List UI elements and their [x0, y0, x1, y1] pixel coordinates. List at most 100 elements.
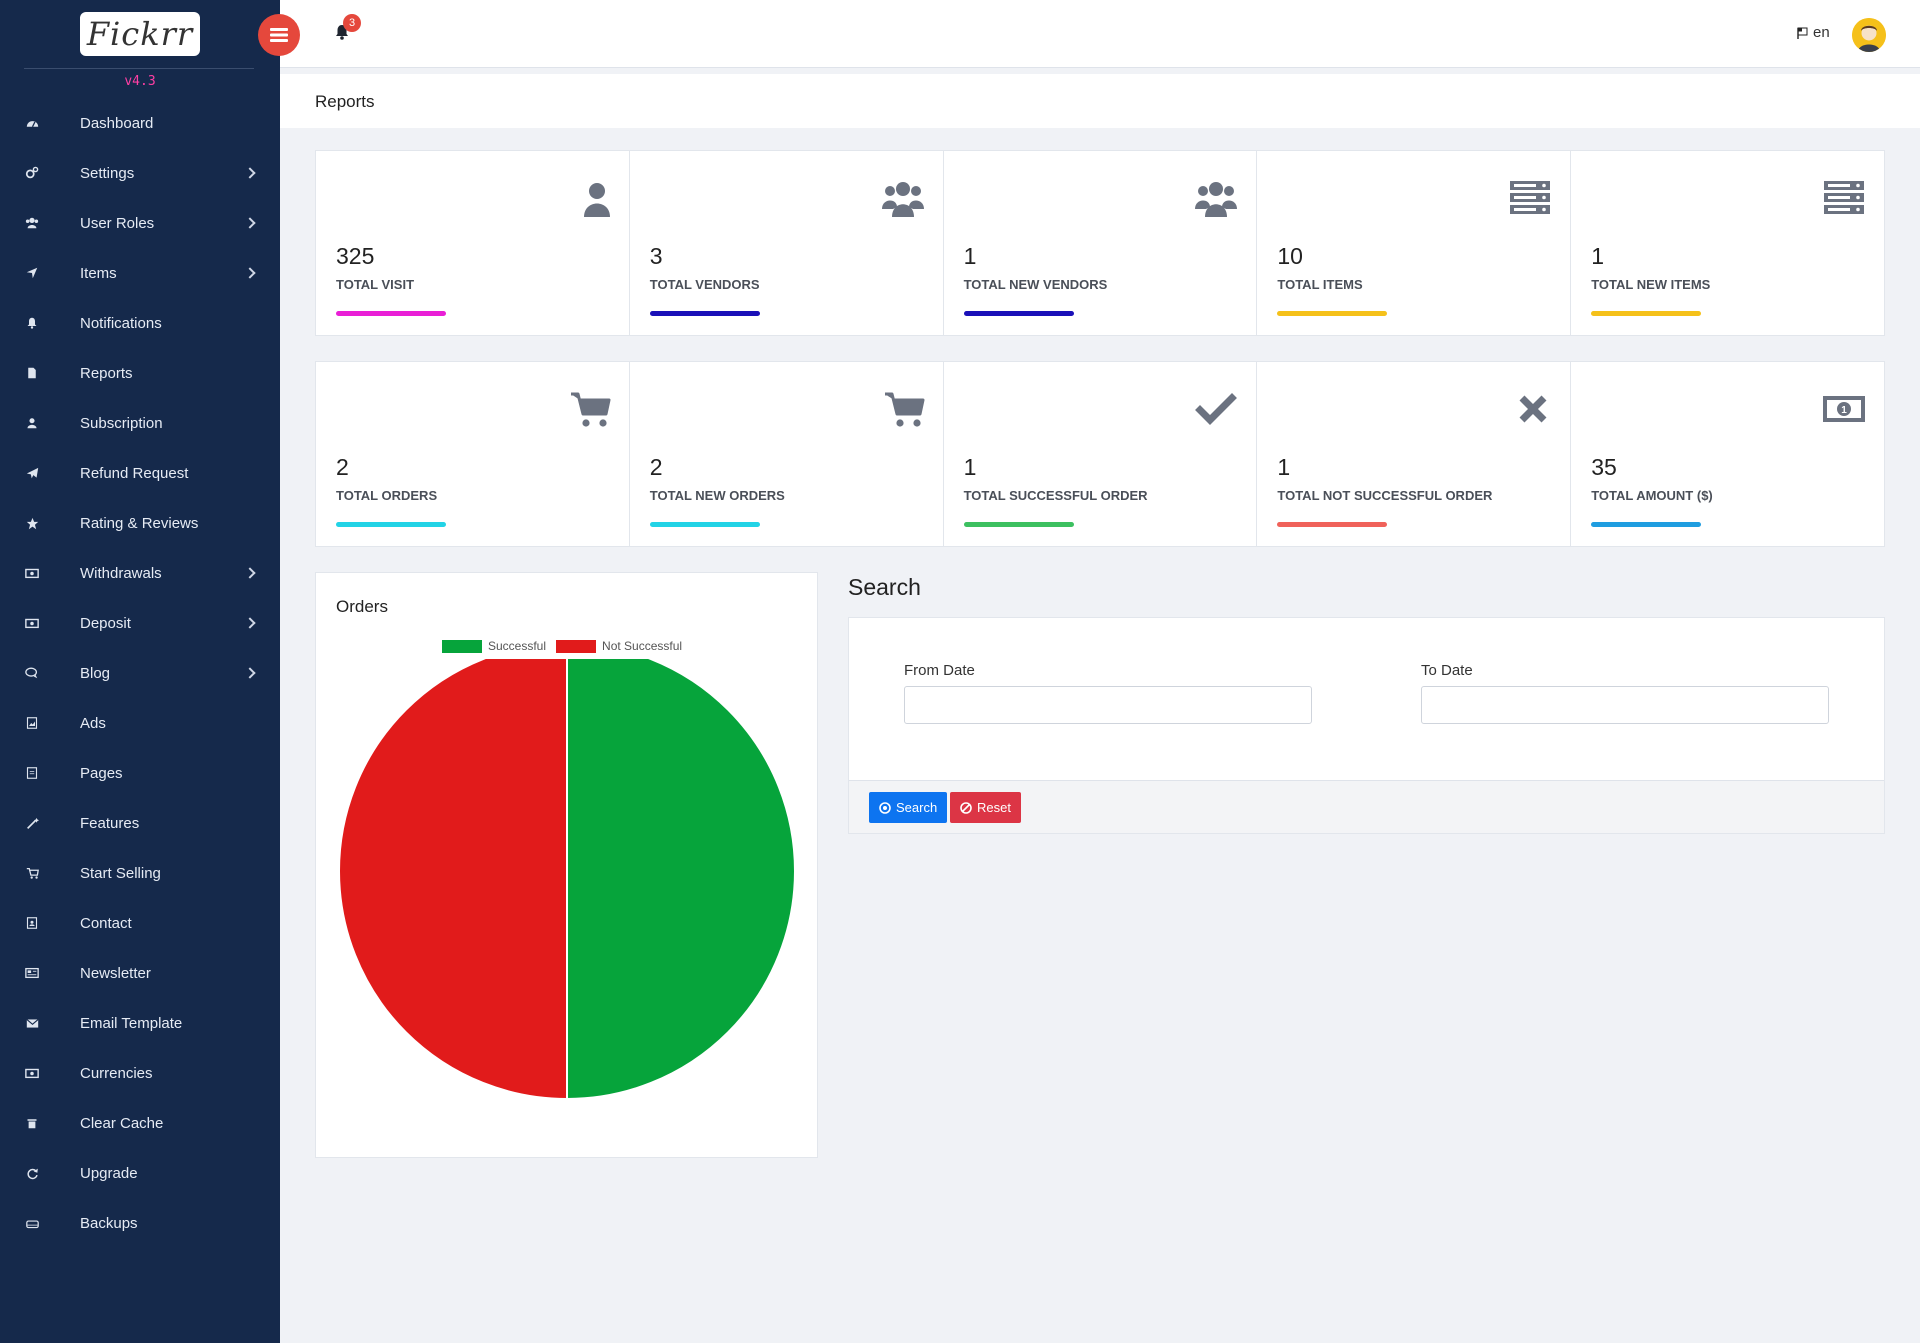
- stat-accent-bar: [1591, 311, 1702, 316]
- sidebar-item-label: Contact: [80, 914, 132, 932]
- search-button-label: Search: [896, 800, 938, 815]
- stat-label: TOTAL ORDERS: [336, 488, 438, 503]
- chevron-right-icon: [244, 617, 256, 629]
- svg-text:1: 1: [1841, 405, 1847, 416]
- stats-row-orders: 2 TOTAL ORDERS 2 TOTAL NEW ORDERS 1 TOTAL SUC…: [315, 361, 1885, 547]
- stat-label: TOTAL NEW VENDORS: [963, 277, 1108, 292]
- search-form: From Date To Date Search Reset: [848, 617, 1885, 834]
- sidebar-item-upgrade[interactable]: Upgrade: [0, 1148, 280, 1198]
- users-icon: [881, 179, 925, 219]
- sidebar-item-label: Withdrawals: [80, 564, 162, 582]
- stat-value: 10: [1277, 243, 1303, 269]
- cart-icon: [881, 390, 925, 430]
- sidebar-item-rating-reviews[interactable]: Rating & Reviews: [0, 498, 280, 548]
- star-icon: [24, 515, 40, 531]
- stat-value: 2: [336, 454, 349, 480]
- pie-slice-not-successful[interactable]: [338, 659, 568, 1101]
- sidebar-item-backups[interactable]: Backups: [0, 1198, 280, 1248]
- legend-item[interactable]: Successful: [442, 639, 546, 653]
- stat-accent-bar: [963, 311, 1074, 316]
- sidebar-item-dashboard[interactable]: Dashboard: [0, 98, 280, 148]
- search-button[interactable]: Search: [869, 792, 948, 823]
- sidebar: Fickrr v4.3 Dashboard Settings User Roles I…: [0, 0, 280, 1343]
- sidebar-item-refund-request[interactable]: Refund Request: [0, 448, 280, 498]
- sidebar-item-label: Blog: [80, 664, 111, 682]
- legend-swatch: [442, 639, 482, 653]
- sidebar-item-start-selling[interactable]: Start Selling: [0, 848, 280, 898]
- from-date-input[interactable]: [904, 686, 1312, 724]
- dashboard-icon: [24, 115, 40, 131]
- address-book-icon: [24, 915, 40, 931]
- sidebar-item-contact[interactable]: Contact: [0, 898, 280, 948]
- sidebar-item-features[interactable]: Features: [0, 798, 280, 848]
- close-icon: [1508, 390, 1552, 430]
- search-form-footer: Search Reset: [849, 780, 1884, 833]
- check-icon: [1194, 390, 1238, 430]
- sidebar-item-pages[interactable]: Pages: [0, 748, 280, 798]
- sidebar-item-ads[interactable]: Ads: [0, 698, 280, 748]
- page-icon: [24, 765, 40, 781]
- sidebar-item-label: Upgrade: [80, 1164, 138, 1182]
- sidebar-item-withdrawals[interactable]: Withdrawals: [0, 548, 280, 598]
- sidebar-item-label: Start Selling: [80, 864, 161, 882]
- menu-toggle-button[interactable]: [258, 14, 300, 56]
- legend-item[interactable]: Not Successful: [556, 639, 682, 653]
- stat-card: 325 TOTAL VISIT: [316, 151, 630, 335]
- sidebar-item-blog[interactable]: Blog: [0, 648, 280, 698]
- cogs-icon: [24, 165, 40, 181]
- sidebar-item-deposit[interactable]: Deposit: [0, 598, 280, 648]
- server-icon: [1508, 179, 1552, 219]
- sidebar-item-settings[interactable]: Settings: [0, 148, 280, 198]
- sidebar-item-email-template[interactable]: Email Template: [0, 998, 280, 1048]
- chart-legend: Successful Not Successful: [442, 639, 692, 653]
- sidebar-item-label: Ads: [80, 714, 106, 732]
- stat-card: 2 TOTAL ORDERS: [316, 362, 630, 546]
- comments-icon: [24, 665, 40, 681]
- magic-icon: [24, 815, 40, 831]
- stat-label: TOTAL VISIT: [336, 277, 415, 292]
- sidebar-item-label: Pages: [80, 764, 123, 782]
- sidebar-item-label: Backups: [80, 1214, 138, 1232]
- reset-button-label: Reset: [977, 800, 1011, 815]
- newspaper-icon: [24, 965, 40, 981]
- orders-chart-title: Orders: [336, 597, 388, 616]
- sidebar-item-label: Rating & Reviews: [80, 514, 199, 532]
- stat-label: TOTAL NEW ITEMS: [1591, 277, 1711, 292]
- sidebar-item-currencies[interactable]: Currencies: [0, 1048, 280, 1098]
- language-selector[interactable]: en: [1797, 24, 1830, 41]
- user-avatar[interactable]: [1852, 18, 1886, 52]
- to-date-input[interactable]: [1421, 686, 1829, 724]
- cart-icon: [567, 390, 611, 430]
- user-icon: [24, 415, 40, 431]
- sidebar-item-clear-cache[interactable]: Clear Cache: [0, 1098, 280, 1148]
- search-section-title: Search: [848, 574, 921, 600]
- stat-value: 3: [649, 243, 663, 269]
- refresh-icon: [24, 1165, 40, 1181]
- chevron-right-icon: [244, 667, 256, 679]
- sidebar-item-label: Settings: [80, 164, 135, 182]
- stat-card: 2 TOTAL NEW ORDERS: [630, 362, 944, 546]
- money-icon: [24, 1065, 40, 1081]
- chevron-right-icon: [244, 267, 256, 279]
- sidebar-item-user-roles[interactable]: User Roles: [0, 198, 280, 248]
- stat-label: TOTAL NEW ORDERS: [649, 488, 785, 503]
- sidebar-item-label: Items: [80, 264, 117, 282]
- sidebar-item-label: Features: [80, 814, 140, 832]
- brand-logo[interactable]: Fickrr: [80, 12, 200, 56]
- stat-value: 1: [963, 454, 977, 480]
- reset-button[interactable]: Reset: [950, 792, 1021, 823]
- pie-slice-successful[interactable]: [566, 659, 796, 1101]
- search-circle-icon: [879, 801, 891, 814]
- money-icon: 1: [1822, 390, 1866, 430]
- sidebar-item-notifications[interactable]: Notifications: [0, 298, 280, 348]
- sidebar-item-subscription[interactable]: Subscription: [0, 398, 280, 448]
- stat-accent-bar: [1277, 522, 1388, 527]
- sidebar-item-reports[interactable]: Reports: [0, 348, 280, 398]
- chevron-right-icon: [244, 567, 256, 579]
- stat-card: 1 TOTAL NEW VENDORS: [944, 151, 1258, 335]
- stat-value: 2: [649, 454, 663, 480]
- sidebar-item-items[interactable]: Items: [0, 248, 280, 298]
- sidebar-item-newsletter[interactable]: Newsletter: [0, 948, 280, 998]
- stat-accent-bar: [1591, 522, 1702, 527]
- file-icon: [24, 365, 40, 381]
